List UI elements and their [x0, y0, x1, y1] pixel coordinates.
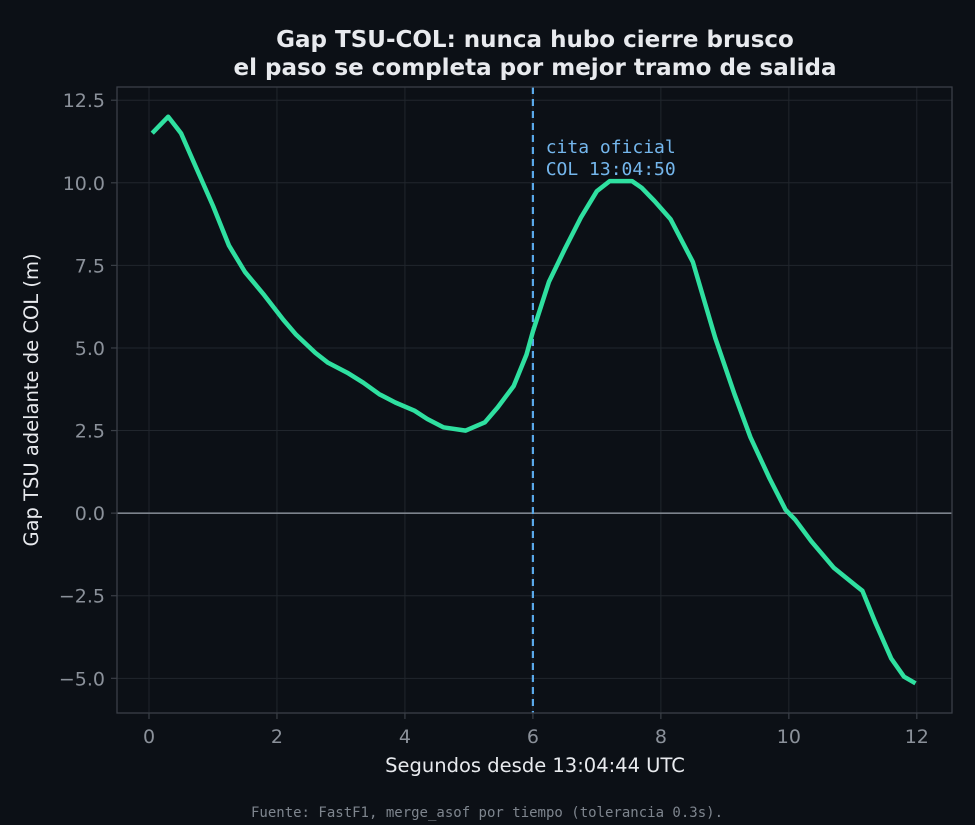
annotation-line-2: COL 13:04:50 — [546, 159, 676, 180]
x-tick-label: 0 — [143, 726, 155, 748]
y-tick-label: −2.5 — [59, 586, 105, 608]
y-tick-label: 7.5 — [75, 255, 105, 277]
x-tick-label: 4 — [399, 726, 411, 748]
plot-frame — [116, 86, 953, 714]
y-tick-label: 2.5 — [75, 421, 105, 443]
reference-lines — [117, 87, 952, 713]
y-axis-ticks: −5.0 −2.5 0.0 2.5 5.0 7.5 10.0 12.5 — [59, 90, 117, 690]
source-footnote: Fuente: FastF1, merge_asof por tiempo (t… — [251, 805, 723, 821]
x-axis-ticks: 0 2 4 6 8 10 12 — [143, 713, 929, 748]
y-tick-label: 10.0 — [63, 173, 105, 195]
grid — [117, 87, 952, 713]
series-layer — [150, 114, 917, 686]
y-axis-label: Gap TSU adelante de COL (m) — [20, 253, 43, 546]
x-axis-label: Segundos desde 13:04:44 UTC — [385, 754, 685, 777]
chart-title-line-2: el paso se completa por mejor tramo de s… — [233, 55, 836, 81]
y-tick-label: 0.0 — [75, 503, 105, 525]
y-tick-label: −5.0 — [59, 668, 105, 690]
annotation-line-1: cita oficial — [546, 137, 676, 158]
chart-title-line-1: Gap TSU-COL: nunca hubo cierre brusco — [276, 27, 794, 53]
x-tick-label: 6 — [527, 726, 539, 748]
x-tick-label: 10 — [777, 726, 801, 748]
gap-series-line — [150, 114, 917, 686]
y-tick-label: 5.0 — [75, 338, 105, 360]
x-tick-label: 2 — [271, 726, 283, 748]
y-tick-label: 12.5 — [63, 90, 105, 112]
x-tick-label: 8 — [655, 726, 667, 748]
x-tick-label: 12 — [905, 726, 929, 748]
